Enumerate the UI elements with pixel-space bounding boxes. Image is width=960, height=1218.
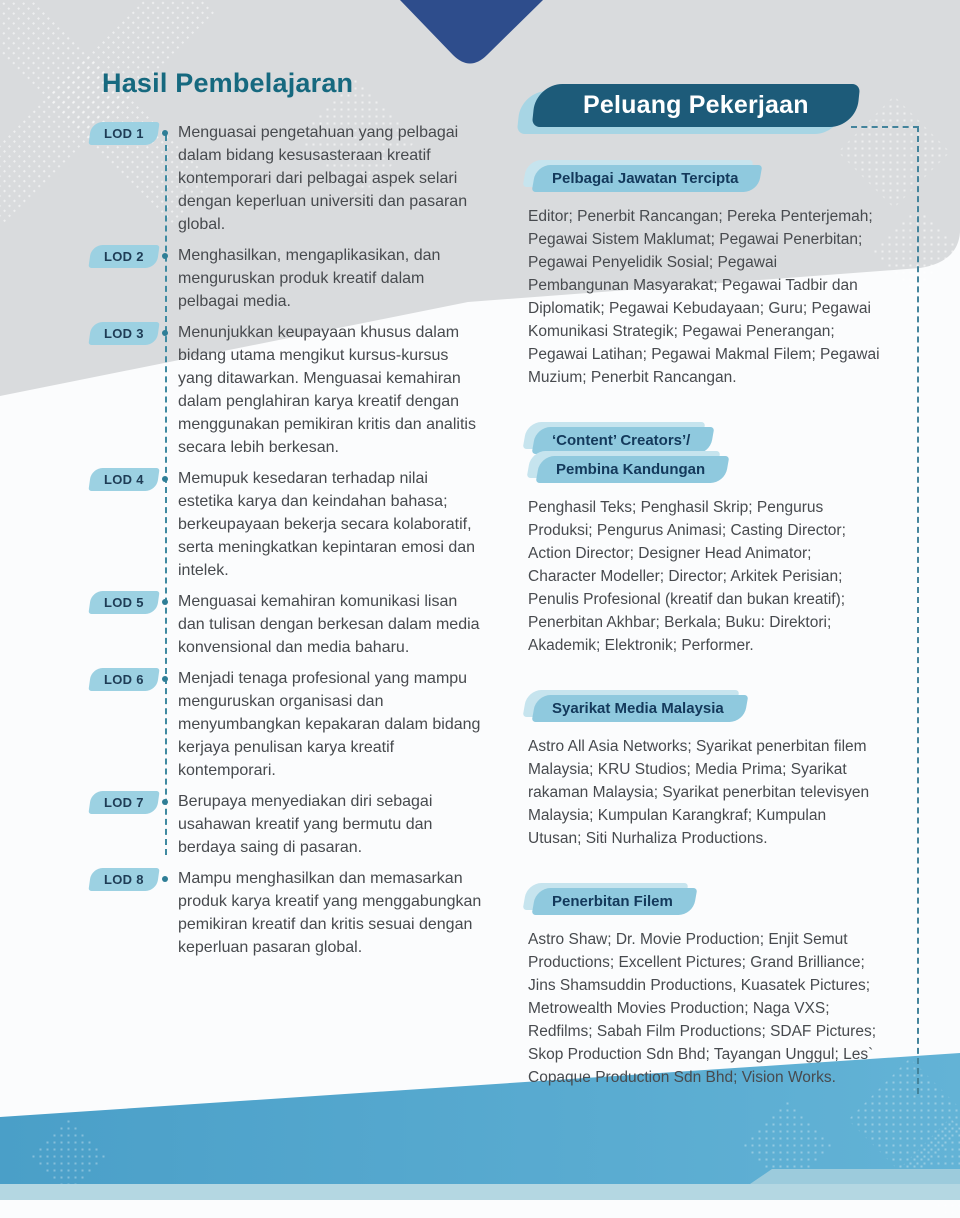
section-heading: Syarikat Media Malaysia [522, 690, 749, 722]
lod-badge: LOD 6 [88, 668, 160, 691]
job-list-text: Penghasil Teks; Penghasil Skrip; Penguru… [528, 499, 846, 654]
timeline-dot [162, 476, 168, 482]
timeline-dot [162, 876, 168, 882]
lod-badge: LOD 7 [88, 791, 160, 814]
lod-badge-label: LOD 2 [104, 249, 144, 264]
heading-pill: Penerbitan Filem [531, 888, 698, 915]
lod-outcome-text: Menguasai pengetahuan yang pelbagai dala… [178, 124, 468, 233]
lod-outcome-text: Menjadi tenaga profesional yang mampu me… [178, 670, 481, 779]
lod-row: LOD 2 Menghasilkan, mengaplikasikan, dan… [88, 244, 500, 313]
lod-outcome-text: Mampu menghasilkan dan memasarkan produk… [178, 870, 482, 956]
section-heading: ‘Content’ Creators’/ [522, 422, 715, 454]
lod-outcome-text: Menghasilkan, mengaplikasikan, dan mengu… [178, 247, 441, 310]
section-heading: Penerbitan Filem [522, 883, 698, 915]
job-section: Penerbitan Filem Astro Shaw; Dr. Movie P… [522, 883, 882, 1089]
timeline-dashed-line [165, 135, 167, 855]
job-section: Syarikat Media Malaysia Astro All Asia N… [522, 690, 882, 850]
job-section: ‘Content’ Creators’/ Pembina Kandungan P… [522, 422, 882, 657]
timeline-dot [162, 676, 168, 682]
job-section: Pelbagai Jawatan Tercipta Editor; Penerb… [522, 160, 882, 389]
lod-badge: LOD 5 [88, 591, 160, 614]
job-opportunities-column: Peluang Pekerjaan Pelbagai Jawatan Terci… [516, 84, 882, 1089]
heading-label: ‘Content’ Creators’/ [552, 432, 691, 449]
timeline-dot [162, 130, 168, 136]
learning-outcomes-column: Hasil Pembelajaran LOD 1 Menguasai penge… [88, 60, 500, 967]
banner-main-shape: Peluang Pekerjaan [531, 84, 861, 127]
section-heading-stack: Syarikat Media Malaysia [522, 690, 882, 722]
learning-outcomes-list: LOD 1 Menguasai pengetahuan yang pelbaga… [88, 121, 500, 959]
lod-row: LOD 8 Mampu menghasilkan dan memasarkan … [88, 867, 500, 959]
job-opportunities-banner: Peluang Pekerjaan [516, 84, 861, 134]
section-heading-stack: Pelbagai Jawatan Tercipta [522, 160, 882, 192]
lod-row: LOD 1 Menguasai pengetahuan yang pelbaga… [88, 121, 500, 236]
lod-outcome-text: Berupaya menyediakan diri sebagai usahaw… [178, 793, 433, 856]
job-list-text: Editor; Penerbit Rancangan; Pereka Pente… [528, 208, 880, 386]
section-heading: Pelbagai Jawatan Tercipta [522, 160, 763, 192]
job-sections: Pelbagai Jawatan Tercipta Editor; Penerb… [522, 160, 882, 1089]
lod-row: LOD 3 Menunjukkan keupayaan khusus dalam… [88, 321, 500, 459]
lod-badge-label: LOD 6 [104, 672, 144, 687]
job-list-text: Astro All Asia Networks; Syarikat penerb… [528, 738, 870, 847]
lod-badge-label: LOD 3 [104, 326, 144, 341]
lod-badge: LOD 2 [88, 245, 160, 268]
heading-label: Penerbitan Filem [552, 893, 673, 910]
lod-row: LOD 7 Berupaya menyediakan diri sebagai … [88, 790, 500, 859]
lod-badge-label: LOD 8 [104, 872, 144, 887]
heading-pill: Pembina Kandungan [535, 456, 730, 483]
timeline-dot [162, 330, 168, 336]
lod-badge-label: LOD 4 [104, 472, 144, 487]
section-heading: Pembina Kandungan [526, 451, 730, 483]
job-list-text: Astro Shaw; Dr. Movie Production; Enjit … [528, 931, 877, 1086]
lod-badge-label: LOD 1 [104, 126, 144, 141]
heading-label: Pelbagai Jawatan Tercipta [552, 170, 739, 187]
lod-row: LOD 6 Menjadi tenaga profesional yang ma… [88, 667, 500, 782]
lod-outcome-text: Menunjukkan keupayaan khusus dalam bidan… [178, 324, 476, 456]
section-heading-stack: Penerbitan Filem [522, 883, 882, 915]
lod-row: LOD 4 Memupuk kesedaran terhadap nilai e… [88, 467, 500, 582]
bottom-band-tab [750, 1169, 960, 1184]
lod-badge-label: LOD 5 [104, 595, 144, 610]
top-banner-triangle [400, 0, 543, 64]
heading-pill: Syarikat Media Malaysia [531, 695, 749, 722]
connector-dashed-line-vertical [917, 126, 919, 1094]
bottom-band [0, 1053, 960, 1200]
lod-outcome-text: Memupuk kesedaran terhadap nilai estetik… [178, 470, 476, 579]
lod-badge: LOD 1 [88, 122, 160, 145]
heading-pill: Pelbagai Jawatan Tercipta [531, 165, 763, 192]
lod-badge: LOD 3 [88, 322, 160, 345]
lod-badge: LOD 4 [88, 468, 160, 491]
timeline-dot [162, 799, 168, 805]
section-heading-stack: ‘Content’ Creators’/ Pembina Kandungan [522, 422, 882, 483]
heading-pill: ‘Content’ Creators’/ [531, 427, 715, 454]
timeline-dot [162, 253, 168, 259]
lod-badge: LOD 8 [88, 868, 160, 891]
lod-badge-label: LOD 7 [104, 795, 144, 810]
heading-label: Pembina Kandungan [556, 461, 706, 478]
page-title: Hasil Pembelajaran [102, 68, 354, 98]
bottom-band-strip [0, 1184, 960, 1200]
lod-outcome-text: Menguasai kemahiran komunikasi lisan dan… [178, 593, 480, 656]
lod-row: LOD 5 Menguasai kemahiran komunikasi lis… [88, 590, 500, 659]
timeline-dot [162, 599, 168, 605]
banner-title: Peluang Pekerjaan [583, 91, 809, 119]
heading-label: Syarikat Media Malaysia [552, 700, 724, 717]
